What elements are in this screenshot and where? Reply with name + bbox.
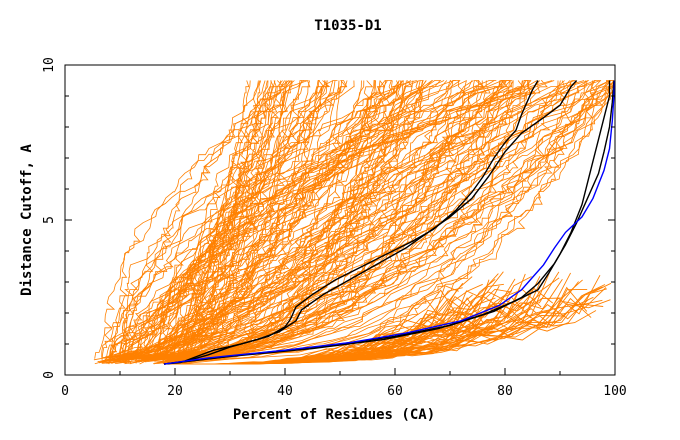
bulk-curve bbox=[119, 80, 427, 360]
highlight-curves bbox=[163, 80, 616, 365]
chart-title: T1035-D1 bbox=[314, 18, 381, 34]
x-tick-label: 0 bbox=[61, 384, 69, 399]
bulk-curve bbox=[118, 80, 292, 358]
bulk-curve bbox=[108, 80, 576, 358]
bulk-curve bbox=[94, 80, 283, 365]
bulk-curve bbox=[141, 80, 509, 359]
bulk-curve bbox=[183, 80, 578, 364]
bulk-curve bbox=[162, 80, 610, 358]
bulk-curve bbox=[153, 80, 414, 364]
x-tick-label: 60 bbox=[387, 384, 403, 399]
bulk-curve bbox=[100, 80, 503, 362]
bulk-curve bbox=[109, 80, 400, 361]
bulk-curve bbox=[173, 80, 259, 363]
bulk-curve bbox=[158, 80, 355, 361]
bulk-curve bbox=[136, 80, 597, 358]
bulk-curve bbox=[174, 80, 615, 359]
bulk-curve bbox=[139, 80, 616, 362]
x-tick-label: 20 bbox=[167, 384, 183, 399]
bulk-curve bbox=[150, 80, 417, 361]
y-axis-ticks: 0 5 10 bbox=[42, 57, 615, 379]
bulk-curve bbox=[127, 80, 466, 358]
x-tick-label: 100 bbox=[603, 384, 626, 399]
bulk-curve bbox=[101, 80, 261, 360]
x-tick-label: 80 bbox=[497, 384, 513, 399]
bulk-curve bbox=[146, 80, 467, 357]
bulk-curve bbox=[166, 80, 404, 362]
bulk-curve bbox=[129, 80, 276, 359]
bulk-curve bbox=[114, 80, 362, 365]
bulk-curve bbox=[181, 80, 427, 358]
bulk-curve bbox=[172, 80, 480, 365]
x-axis-label: Percent of Residues (CA) bbox=[233, 407, 435, 423]
bulk-curve bbox=[113, 80, 541, 362]
bulk-curve bbox=[152, 80, 433, 361]
bulk-curve bbox=[149, 80, 514, 360]
black-series-line-1 bbox=[163, 80, 578, 365]
bulk-curve bbox=[126, 80, 596, 359]
bulk-curve bbox=[94, 80, 290, 359]
bulk-curve bbox=[136, 80, 566, 363]
y-tick-label: 0 bbox=[42, 371, 57, 379]
bulk-curve bbox=[128, 80, 403, 361]
bulk-curve bbox=[130, 80, 451, 360]
bulk-curve bbox=[167, 80, 320, 365]
x-axis-ticks: 0 20 40 60 80 100 bbox=[61, 368, 627, 399]
bulk-curve bbox=[122, 80, 291, 360]
bulk-curve bbox=[162, 80, 524, 365]
bulk-curves bbox=[93, 80, 616, 365]
bulk-curve bbox=[130, 80, 340, 360]
bulk-curve bbox=[178, 80, 474, 362]
bulk-curve bbox=[154, 80, 616, 363]
black-series-line-3 bbox=[163, 80, 615, 365]
y-tick-label: 5 bbox=[42, 216, 57, 224]
bulk-curve bbox=[109, 80, 532, 359]
bulk-curve bbox=[176, 80, 445, 363]
bulk-curve bbox=[116, 80, 559, 358]
bulk-curve bbox=[108, 80, 585, 364]
bulk-curve bbox=[169, 80, 423, 359]
bulk-curve bbox=[141, 80, 616, 360]
bulk-curve bbox=[103, 80, 376, 362]
bulk-curve bbox=[143, 80, 616, 360]
bulk-curve bbox=[164, 80, 488, 361]
y-axis-label: Distance Cutoff, A bbox=[19, 144, 35, 296]
bulk-curve bbox=[172, 80, 424, 364]
bulk-curve bbox=[147, 80, 441, 359]
bulk-curve bbox=[167, 80, 386, 360]
blue-series-line-4 bbox=[163, 80, 616, 365]
x-tick-label: 40 bbox=[277, 384, 293, 399]
bulk-curve bbox=[118, 80, 473, 360]
bulk-curve bbox=[184, 291, 505, 365]
bulk-curve bbox=[166, 80, 413, 360]
bulk-curve bbox=[159, 80, 607, 363]
bulk-curve bbox=[153, 80, 601, 357]
bulk-curve bbox=[123, 80, 381, 358]
y-tick-label: 10 bbox=[42, 57, 57, 73]
bulk-curve bbox=[112, 80, 614, 358]
bulk-curve bbox=[166, 80, 553, 358]
bulk-curve bbox=[135, 80, 538, 364]
bulk-curve bbox=[101, 80, 537, 364]
bulk-curve bbox=[93, 80, 485, 361]
bulk-curve bbox=[122, 80, 504, 361]
bulk-curve bbox=[169, 80, 329, 361]
bulk-curve bbox=[180, 80, 285, 361]
bulk-curve bbox=[161, 80, 311, 363]
bulk-curve bbox=[124, 80, 511, 365]
bulk-curve bbox=[130, 80, 275, 364]
bulk-curve bbox=[166, 80, 454, 364]
bulk-curve bbox=[105, 80, 305, 358]
